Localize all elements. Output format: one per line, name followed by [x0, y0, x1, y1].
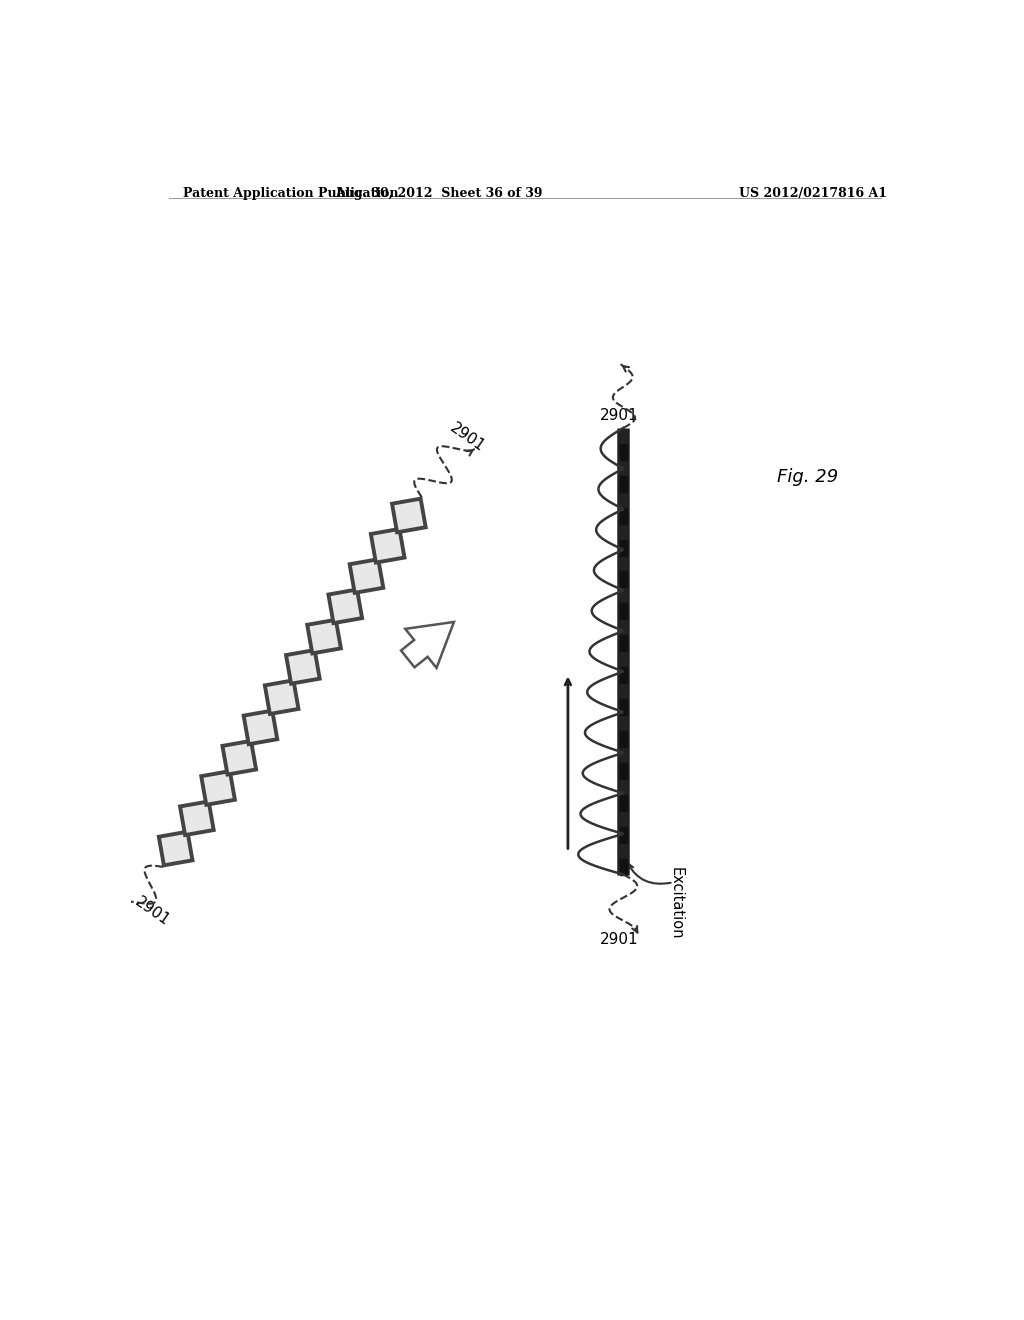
Polygon shape — [371, 529, 404, 562]
Polygon shape — [307, 620, 341, 653]
Polygon shape — [159, 832, 193, 866]
Text: Excitation: Excitation — [669, 867, 683, 940]
Polygon shape — [180, 801, 214, 836]
Polygon shape — [349, 560, 383, 593]
Polygon shape — [329, 590, 362, 623]
Polygon shape — [244, 710, 278, 744]
Text: 2901: 2901 — [446, 420, 487, 454]
Polygon shape — [265, 680, 298, 714]
Text: US 2012/0217816 A1: US 2012/0217816 A1 — [739, 187, 887, 199]
Text: 2901: 2901 — [600, 932, 639, 946]
FancyArrow shape — [401, 622, 454, 668]
Polygon shape — [286, 649, 319, 684]
Text: 2901: 2901 — [133, 895, 173, 929]
Text: Patent Application Publication: Patent Application Publication — [183, 187, 398, 199]
Polygon shape — [202, 771, 234, 805]
Polygon shape — [392, 499, 426, 532]
Text: Aug. 30, 2012  Sheet 36 of 39: Aug. 30, 2012 Sheet 36 of 39 — [335, 187, 543, 199]
Polygon shape — [222, 741, 256, 775]
Text: 2901: 2901 — [600, 408, 639, 424]
Text: Fig. 29: Fig. 29 — [777, 467, 839, 486]
